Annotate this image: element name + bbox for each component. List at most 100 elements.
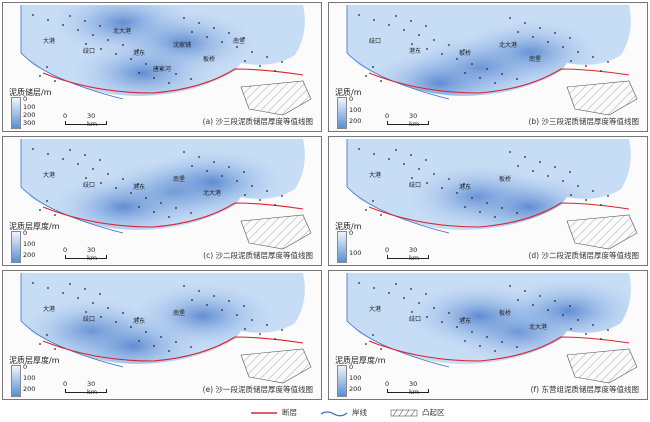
legend-ramp-a xyxy=(11,97,21,129)
legend-tick: 100 xyxy=(349,249,362,257)
well-point xyxy=(501,73,503,75)
well-point xyxy=(244,328,246,330)
well-point xyxy=(77,297,79,299)
well-point xyxy=(77,29,79,31)
well-point xyxy=(221,175,223,177)
well-point xyxy=(168,350,170,352)
well-point xyxy=(281,61,283,63)
uplift-area xyxy=(566,214,638,250)
well-point xyxy=(198,22,200,24)
thickness-high xyxy=(369,51,509,96)
well-point xyxy=(358,282,360,284)
well-point xyxy=(62,292,64,294)
well-point xyxy=(46,200,48,202)
well-point xyxy=(524,22,526,24)
coastline xyxy=(346,273,450,368)
well-point xyxy=(373,19,375,21)
well-point xyxy=(183,285,185,287)
well-point xyxy=(517,299,519,301)
well-point xyxy=(266,190,268,192)
legend-tick: 200 xyxy=(23,251,36,259)
well-point xyxy=(517,31,519,33)
fault-line xyxy=(368,202,630,228)
caption-a: (a) 沙三段泥质储层厚度等值线图 xyxy=(202,117,313,126)
well-point xyxy=(373,153,375,155)
scale-label: 30 km xyxy=(409,380,420,396)
well-point xyxy=(425,293,427,295)
well-point xyxy=(168,216,170,218)
well-point xyxy=(433,39,435,41)
well-point xyxy=(69,15,71,17)
well-point xyxy=(539,27,541,29)
fault-line xyxy=(368,68,630,94)
place-label: 北大港 xyxy=(203,189,221,197)
coastline-icon xyxy=(320,411,348,417)
well-point xyxy=(372,66,374,68)
well-point xyxy=(463,183,465,185)
legend-tick: 200 xyxy=(349,385,362,393)
well-point xyxy=(281,195,283,197)
well-point xyxy=(380,80,382,82)
well-point xyxy=(509,17,511,19)
well-point xyxy=(456,192,458,194)
legend-key-label: 岸线 xyxy=(352,408,367,417)
place-label: 歧口 xyxy=(369,37,381,45)
scale-zero: 0 xyxy=(63,112,68,120)
well-point xyxy=(554,32,556,34)
well-point xyxy=(524,290,526,292)
well-point xyxy=(570,328,572,330)
well-point xyxy=(122,312,124,314)
place-label: 南堡 xyxy=(233,37,245,45)
well-point xyxy=(191,31,193,33)
legend-ramp-d xyxy=(337,231,347,263)
well-point xyxy=(486,202,488,204)
scale-label: 30 km xyxy=(409,112,420,128)
well-point xyxy=(524,156,526,158)
well-point xyxy=(54,348,56,350)
well-point xyxy=(516,78,518,80)
scale-label: 30 km xyxy=(87,246,98,262)
place-label: 北大港 xyxy=(499,41,517,49)
well-point xyxy=(592,190,594,192)
well-point xyxy=(607,195,609,197)
well-point xyxy=(380,348,382,350)
legend-tick: 200 xyxy=(349,117,362,125)
well-point xyxy=(39,209,41,211)
place-label: 歧口 xyxy=(83,315,95,323)
well-point xyxy=(607,61,609,63)
place-label: 歧口 xyxy=(83,47,95,55)
legend-ramp-f xyxy=(337,365,347,397)
well-point xyxy=(138,72,140,74)
place-label: 大港 xyxy=(43,37,55,45)
well-point xyxy=(54,214,56,216)
well-point xyxy=(281,329,283,331)
fault-line xyxy=(42,202,304,228)
well-point xyxy=(464,206,466,208)
well-point xyxy=(516,346,518,348)
well-point xyxy=(600,70,602,72)
well-point xyxy=(190,212,192,214)
well-point xyxy=(569,305,571,307)
well-point xyxy=(463,49,465,51)
uplift-area xyxy=(566,348,638,384)
thickness-high xyxy=(73,41,213,96)
well-point xyxy=(577,319,579,321)
well-point xyxy=(600,338,602,340)
well-point xyxy=(130,192,132,194)
well-point xyxy=(570,194,572,196)
well-point xyxy=(175,207,177,209)
legend-key-uplift: 凸起区 xyxy=(390,407,445,418)
well-point xyxy=(47,287,49,289)
well-point xyxy=(585,199,587,201)
well-point xyxy=(373,287,375,289)
well-point xyxy=(145,63,147,65)
well-point xyxy=(85,43,87,45)
well-point xyxy=(92,168,94,170)
fault-line xyxy=(42,68,304,94)
well-point xyxy=(554,300,556,302)
well-point xyxy=(479,345,481,347)
legend-tick: 100 xyxy=(349,106,362,114)
well-point xyxy=(236,314,238,316)
